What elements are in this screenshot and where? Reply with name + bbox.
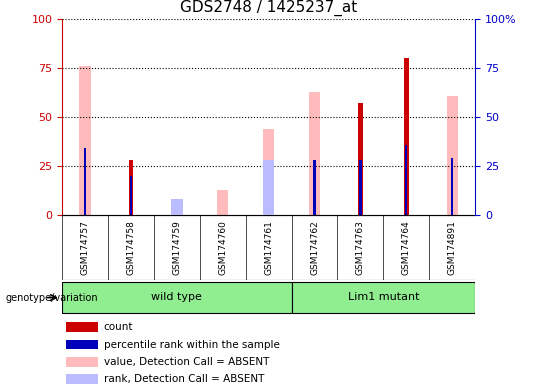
Bar bbox=[79, 66, 91, 215]
Bar bbox=[66, 357, 98, 367]
Bar bbox=[130, 176, 132, 215]
Text: GSM174759: GSM174759 bbox=[172, 220, 181, 275]
Bar bbox=[359, 160, 362, 215]
Bar bbox=[309, 92, 320, 215]
Text: GSM174757: GSM174757 bbox=[80, 220, 90, 275]
Bar bbox=[66, 340, 98, 349]
Text: wild type: wild type bbox=[151, 292, 202, 302]
Text: genotype/variation: genotype/variation bbox=[5, 293, 98, 303]
Bar bbox=[66, 374, 98, 384]
Text: rank, Detection Call = ABSENT: rank, Detection Call = ABSENT bbox=[104, 374, 264, 384]
Text: Lim1 mutant: Lim1 mutant bbox=[348, 292, 419, 302]
Bar bbox=[263, 129, 274, 215]
Text: percentile rank within the sample: percentile rank within the sample bbox=[104, 339, 280, 349]
Text: value, Detection Call = ABSENT: value, Detection Call = ABSENT bbox=[104, 357, 269, 367]
Bar bbox=[84, 149, 86, 215]
Text: GSM174763: GSM174763 bbox=[356, 220, 365, 275]
Title: GDS2748 / 1425237_at: GDS2748 / 1425237_at bbox=[180, 0, 357, 17]
Bar bbox=[451, 158, 454, 215]
Text: GSM174762: GSM174762 bbox=[310, 220, 319, 275]
Bar bbox=[66, 323, 98, 332]
Bar bbox=[358, 103, 363, 215]
Text: GSM174891: GSM174891 bbox=[448, 220, 457, 275]
Text: GSM174764: GSM174764 bbox=[402, 220, 411, 275]
Text: GSM174761: GSM174761 bbox=[264, 220, 273, 275]
Bar bbox=[313, 160, 316, 215]
Bar bbox=[217, 190, 228, 215]
Bar bbox=[171, 199, 183, 215]
Bar bbox=[447, 96, 458, 215]
Text: GSM174758: GSM174758 bbox=[126, 220, 136, 275]
Bar bbox=[405, 144, 408, 215]
Bar bbox=[129, 160, 133, 215]
FancyBboxPatch shape bbox=[62, 282, 292, 313]
FancyBboxPatch shape bbox=[292, 282, 475, 313]
Bar bbox=[404, 58, 409, 215]
Text: count: count bbox=[104, 322, 133, 332]
Bar bbox=[263, 160, 274, 215]
Text: GSM174760: GSM174760 bbox=[218, 220, 227, 275]
